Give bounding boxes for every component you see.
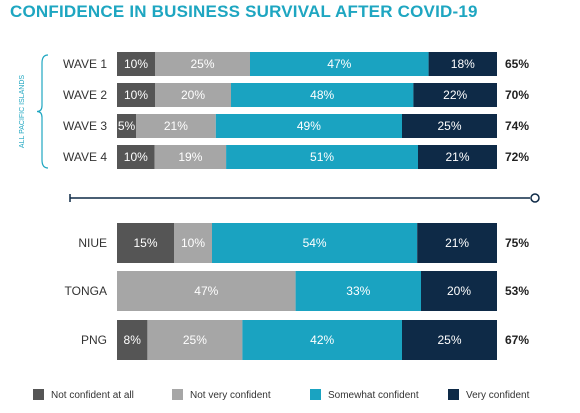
bar-value-label: 47% bbox=[327, 57, 351, 71]
bar-segment bbox=[174, 223, 212, 263]
bar-value-label: 48% bbox=[310, 88, 334, 102]
bar-segment bbox=[117, 83, 155, 107]
bar-segment bbox=[147, 320, 243, 360]
bar-segment bbox=[402, 114, 497, 138]
bar-segment bbox=[402, 320, 497, 360]
row-label: WAVE 3 bbox=[63, 119, 107, 133]
legend-label: Very confident bbox=[466, 390, 530, 401]
total-confident-label: 70% bbox=[505, 88, 529, 102]
bar-segment bbox=[154, 145, 227, 169]
bar-segment bbox=[417, 145, 497, 169]
bar-value-label: 47% bbox=[194, 284, 218, 298]
bar-value-label: 8% bbox=[124, 333, 142, 347]
bar-value-label: 10% bbox=[181, 236, 205, 250]
bar-value-label: 21% bbox=[164, 119, 188, 133]
bar-segment bbox=[117, 271, 296, 311]
bar-value-label: 25% bbox=[437, 119, 461, 133]
row-label: WAVE 4 bbox=[63, 150, 107, 164]
bar-value-label: 10% bbox=[124, 88, 148, 102]
bar-value-label: 20% bbox=[181, 88, 205, 102]
row-label: WAVE 2 bbox=[63, 88, 107, 102]
bar-segment bbox=[226, 145, 418, 169]
legend-swatch bbox=[310, 389, 321, 400]
bar-value-label: 33% bbox=[346, 284, 370, 298]
bar-value-label: 54% bbox=[303, 236, 327, 250]
total-confident-label: 53% bbox=[505, 284, 529, 298]
bar-segment bbox=[136, 114, 216, 138]
bar-segment bbox=[231, 83, 414, 107]
bar-segment bbox=[413, 83, 497, 107]
bar-value-label: 10% bbox=[124, 57, 148, 71]
total-confident-label: 65% bbox=[505, 57, 529, 71]
bar-segment bbox=[117, 145, 155, 169]
bar-value-label: 21% bbox=[445, 236, 469, 250]
bar-segment bbox=[155, 52, 250, 76]
bar-value-label: 19% bbox=[178, 150, 202, 164]
row-label: NIUE bbox=[78, 236, 107, 250]
legend-swatch bbox=[33, 389, 44, 400]
bar-segment bbox=[155, 83, 231, 107]
divider-end-circle bbox=[530, 193, 540, 203]
bracket-label: ALL PACIFIC ISLANDS bbox=[19, 75, 26, 148]
bar-segment bbox=[428, 52, 497, 76]
legend-label: Not confident at all bbox=[51, 390, 134, 401]
group-bracket bbox=[36, 54, 49, 169]
row-label: WAVE 1 bbox=[63, 57, 107, 71]
bar-value-label: 25% bbox=[437, 333, 461, 347]
bar-segment bbox=[421, 271, 497, 311]
bar-segment bbox=[117, 320, 148, 360]
bar-value-label: 22% bbox=[443, 88, 467, 102]
bar-segment bbox=[250, 52, 429, 76]
bar-value-label: 51% bbox=[310, 150, 334, 164]
legend-label: Not very confident bbox=[190, 390, 271, 401]
bar-value-label: 18% bbox=[451, 57, 475, 71]
chart-title: CONFIDENCE IN BUSINESS SURVIVAL AFTER CO… bbox=[10, 2, 478, 21]
bar-segment bbox=[215, 114, 402, 138]
bar-value-label: 20% bbox=[447, 284, 471, 298]
row-label: PNG bbox=[81, 333, 107, 347]
bar-segment bbox=[117, 52, 155, 76]
bar-value-label: 49% bbox=[297, 119, 321, 133]
legend-swatch bbox=[448, 389, 459, 400]
bar-segment bbox=[417, 223, 497, 263]
bar-value-label: 5% bbox=[118, 119, 136, 133]
bar-value-label: 10% bbox=[124, 150, 148, 164]
row-label: TONGA bbox=[65, 284, 107, 298]
bar-value-label: 25% bbox=[183, 333, 207, 347]
bar-segment bbox=[295, 271, 421, 311]
bar-segment bbox=[242, 320, 402, 360]
legend-swatch bbox=[172, 389, 183, 400]
bar-value-label: 42% bbox=[310, 333, 334, 347]
bar-segment bbox=[212, 223, 418, 263]
bar-value-label: 21% bbox=[445, 150, 469, 164]
legend-label: Somewhat confident bbox=[328, 390, 419, 401]
bar-segment bbox=[117, 114, 136, 138]
bar-value-label: 15% bbox=[133, 236, 157, 250]
total-confident-label: 72% bbox=[505, 150, 529, 164]
total-confident-label: 74% bbox=[505, 119, 529, 133]
bar-segment bbox=[117, 223, 174, 263]
total-confident-label: 67% bbox=[505, 333, 529, 347]
total-confident-label: 75% bbox=[505, 236, 529, 250]
bar-value-label: 25% bbox=[190, 57, 214, 71]
